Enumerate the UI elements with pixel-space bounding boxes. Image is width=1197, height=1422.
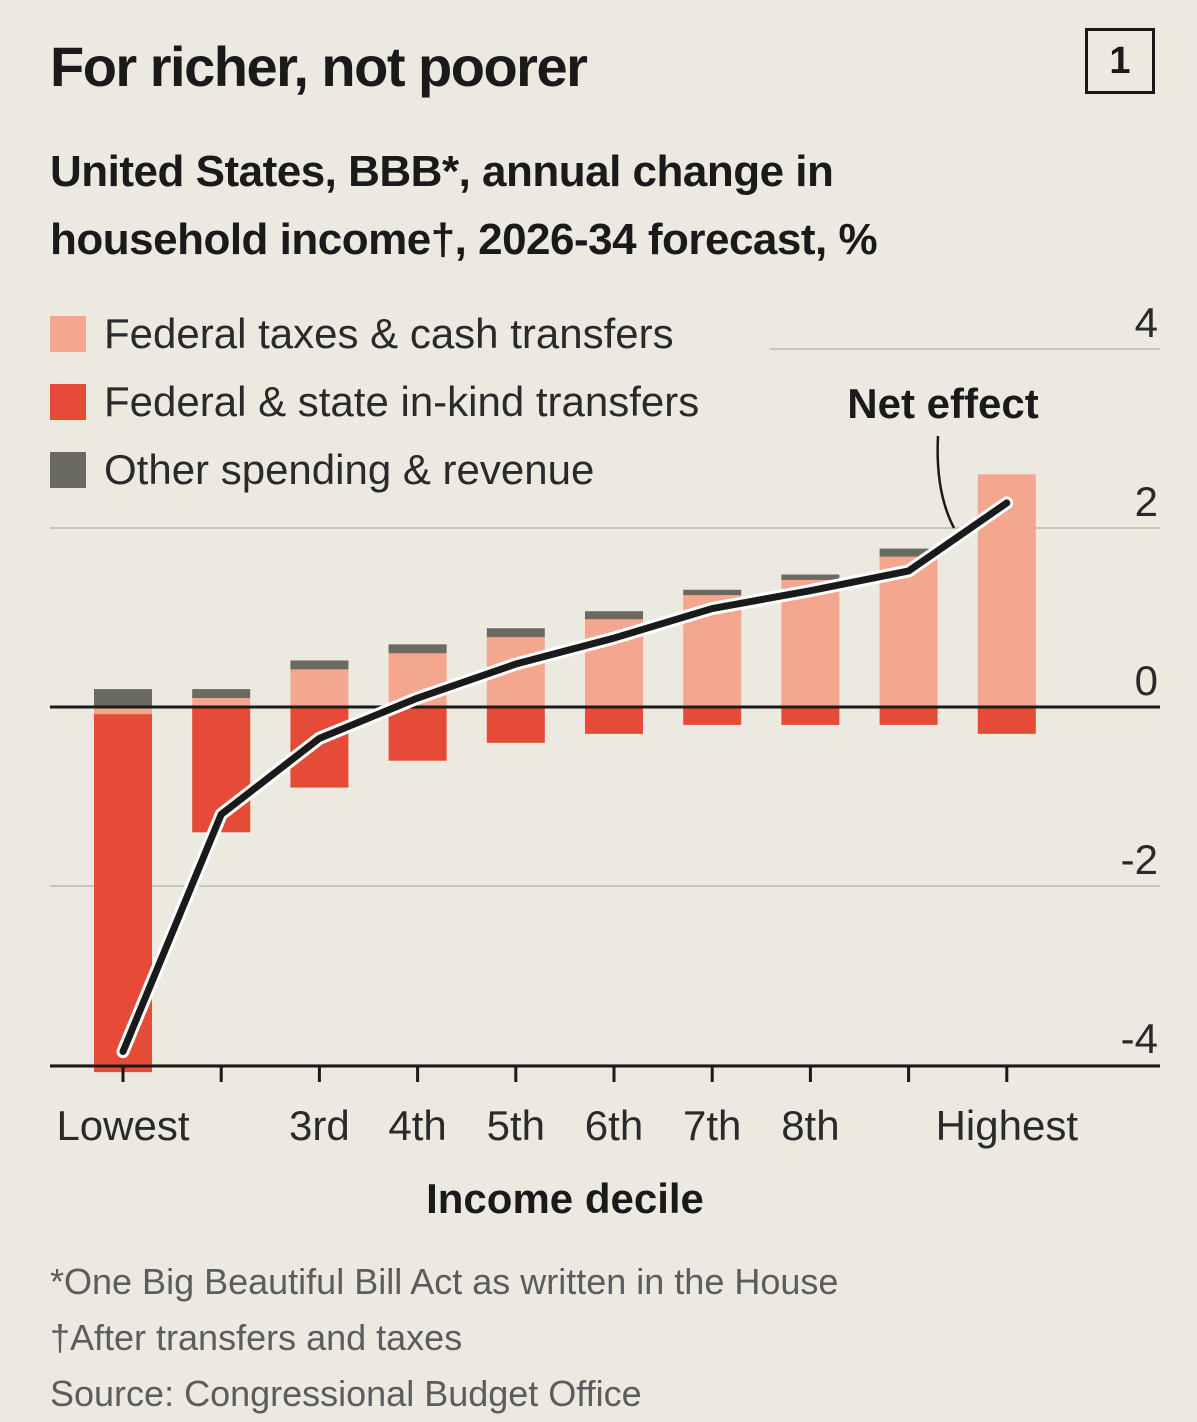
net-effect-line-halo <box>116 496 1014 1059</box>
bar-other-7 <box>781 574 840 580</box>
footnote-bbb: *One Big Beautiful Bill Act as written i… <box>50 1261 839 1302</box>
legend-swatch-other <box>50 452 86 488</box>
legend-item-taxes-cash: Federal taxes & cash transfers <box>50 300 699 368</box>
bar-other-3 <box>388 644 447 654</box>
net-effect-line <box>119 499 1011 1056</box>
legend-swatch-in-kind <box>50 384 86 420</box>
bar-in-kind-6 <box>683 707 742 725</box>
bar-in-kind-5 <box>585 707 643 734</box>
legend-swatch-taxes-cash <box>50 316 86 352</box>
y-tick-label-0: 0 <box>1135 657 1158 704</box>
x-axis-title: Income decile <box>426 1175 704 1222</box>
x-tick-label-0: Lowest <box>56 1102 189 1149</box>
legend-item-in-kind: Federal & state in-kind transfers <box>50 368 699 436</box>
x-tick-label-3: 4th <box>388 1102 446 1149</box>
y-tick-label-2: 2 <box>1135 478 1158 525</box>
bar-taxes-cash-1 <box>192 698 251 707</box>
bar-other-2 <box>290 660 349 670</box>
x-tick-label-9: Highest <box>936 1102 1079 1149</box>
footnote-after-transfers: †After transfers and taxes <box>50 1317 463 1358</box>
x-tick-label-7: 8th <box>781 1102 839 1149</box>
bar-taxes-cash-8 <box>879 556 938 707</box>
legend-label-in-kind: Federal & state in-kind transfers <box>104 378 700 425</box>
x-tick-label-4: 5th <box>487 1102 545 1149</box>
bar-other-0 <box>94 689 152 707</box>
bar-other-1 <box>192 689 251 699</box>
bar-in-kind-8 <box>879 707 938 725</box>
footnotes: *One Big Beautiful Bill Act as written i… <box>50 1254 838 1422</box>
chart-number-badge: 1 <box>1085 28 1155 94</box>
bar-other-5 <box>585 611 643 620</box>
legend: Federal taxes & cash transfers Federal &… <box>50 300 699 504</box>
bar-other-4 <box>486 628 545 638</box>
x-tick-label-2: 3rd <box>289 1102 350 1149</box>
x-tick-label-6: 7th <box>683 1102 741 1149</box>
bar-in-kind-9 <box>977 707 1036 734</box>
x-tick-label-5: 6th <box>585 1102 643 1149</box>
bar-other-8 <box>879 548 938 557</box>
net-effect-annotation: Net effect <box>847 380 1038 427</box>
bar-in-kind-4 <box>486 707 545 743</box>
bar-in-kind-7 <box>781 707 840 725</box>
bar-other-6 <box>683 589 742 596</box>
chart-title: For richer, not poorer <box>50 35 588 98</box>
legend-item-other: Other spending & revenue <box>50 436 699 504</box>
source-note: Source: Congressional Budget Office <box>50 1373 642 1414</box>
y-tick-label-4: 4 <box>1135 299 1158 346</box>
bar-taxes-cash-0 <box>94 707 152 715</box>
legend-label-other: Other spending & revenue <box>104 446 595 493</box>
chart-subtitle: United States, BBB*, annual change in ho… <box>50 147 878 264</box>
bar-taxes-cash-2 <box>290 669 349 707</box>
y-tick-label--4: -4 <box>1121 1015 1158 1062</box>
net-effect-leader-line <box>936 435 956 529</box>
y-tick-label--2: -2 <box>1121 836 1158 883</box>
bar-taxes-cash-7 <box>781 579 840 707</box>
bar-in-kind-3 <box>388 707 447 761</box>
legend-label-taxes-cash: Federal taxes & cash transfers <box>104 310 674 357</box>
